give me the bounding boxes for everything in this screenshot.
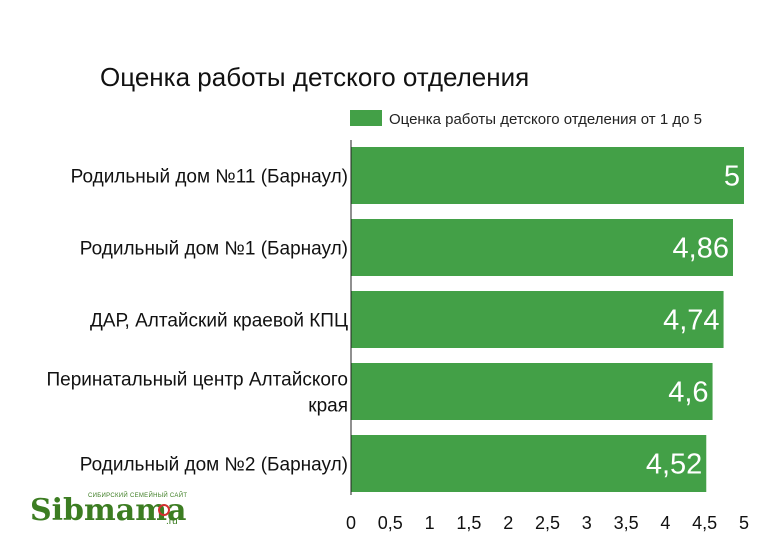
- category-label-4: Родильный дом №2 (Барнаул): [80, 455, 348, 476]
- x-tick-label-10: 5: [739, 513, 749, 533]
- x-tick-label-4: 2: [503, 513, 513, 533]
- sibmama-logo: СИБИРСКИЙ СЕМЕЙНЫЙ САЙТ Sibmama .ru: [30, 491, 187, 528]
- x-tick-label-3: 1,5: [456, 513, 481, 533]
- bar-2: [351, 291, 724, 348]
- x-axis-ticks: 0 0,5 1 1,5 2 2,5 3 3,5 4 4,5 5: [346, 513, 749, 533]
- legend-label: Оценка работы детского отделения от 1 до…: [389, 111, 702, 128]
- category-label-2: ДАР, Алтайский краевой КПЦ: [90, 311, 348, 332]
- category-label-line-3-0: Перинатальный центр Алтайского: [46, 370, 348, 391]
- category-label-line-3-1: края: [308, 396, 348, 417]
- logo-text: Sibmama: [30, 493, 186, 528]
- x-tick-label-9: 4,5: [692, 513, 717, 533]
- legend-swatch: [350, 110, 382, 126]
- bar-0: [351, 147, 744, 204]
- logo-text-span: Sibmama: [30, 493, 186, 528]
- bar-1: [351, 219, 733, 276]
- chart-title: Оценка работы детского отделения: [100, 62, 529, 92]
- bar-value-label-4: 4,52: [646, 449, 702, 481]
- x-tick-label-7: 3,5: [614, 513, 639, 533]
- x-tick-label-2: 1: [425, 513, 435, 533]
- x-tick-label-1: 0,5: [378, 513, 403, 533]
- x-tick-label-6: 3: [582, 513, 592, 533]
- bar-value-label-1: 4,86: [673, 233, 729, 265]
- x-tick-label-0: 0: [346, 513, 356, 533]
- x-tick-label-5: 2,5: [535, 513, 560, 533]
- bar-4: [351, 435, 707, 492]
- x-tick-label-8: 4: [660, 513, 670, 533]
- category-label-line-1-0: Родильный дом №1 (Барнаул): [80, 239, 348, 260]
- category-label-line-4-0: Родильный дом №2 (Барнаул): [80, 455, 348, 476]
- category-label-line-2-0: ДАР, Алтайский краевой КПЦ: [90, 311, 348, 332]
- bars-group: 5 4,86 4,74 4,6 4,52: [351, 147, 744, 492]
- logo-tagline: СИБИРСКИЙ СЕМЕЙНЫЙ САЙТ: [88, 491, 187, 499]
- legend: Оценка работы детского отделения от 1 до…: [350, 110, 702, 128]
- category-labels: Родильный дом №11 (Барнаул) Родильный дом…: [46, 167, 348, 476]
- category-label-3: Перинатальный центр Алтайского края: [46, 370, 348, 417]
- bar-value-label-3: 4,6: [668, 377, 708, 409]
- category-label-line-0-0: Родильный дом №11 (Барнаул): [71, 167, 348, 188]
- category-label-0: Родильный дом №11 (Барнаул): [71, 167, 348, 188]
- bar-3: [351, 363, 713, 420]
- bar-value-label-2: 4,74: [663, 305, 719, 337]
- logo-dot-icon: [158, 504, 170, 516]
- bar-value-label-0: 5: [724, 161, 740, 193]
- category-label-1: Родильный дом №1 (Барнаул): [80, 239, 348, 260]
- logo-tld: .ru: [166, 516, 178, 527]
